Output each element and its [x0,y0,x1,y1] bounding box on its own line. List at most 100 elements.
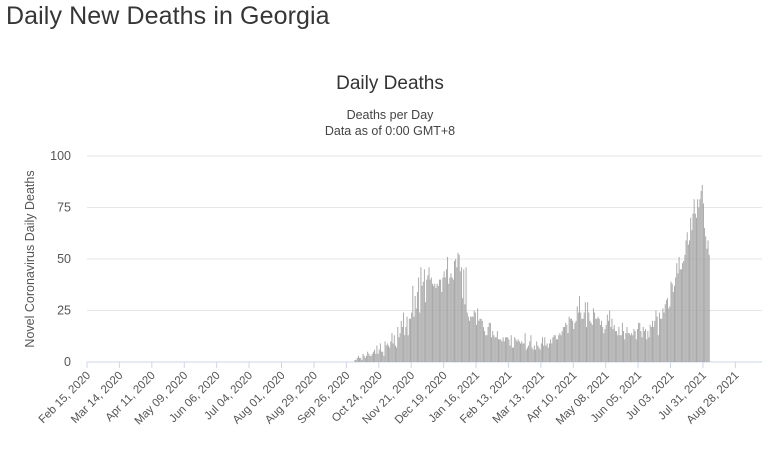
bar[interactable] [553,335,555,362]
bar[interactable] [406,316,408,362]
bar[interactable] [683,261,685,362]
bar[interactable] [495,337,497,362]
bar[interactable] [370,355,372,362]
bar[interactable] [513,347,515,362]
bar[interactable] [589,320,591,362]
bar[interactable] [364,357,366,362]
bar[interactable] [357,355,359,362]
bar[interactable] [706,248,708,362]
bar[interactable] [506,337,508,362]
bar[interactable] [646,339,648,362]
bar[interactable] [648,337,650,362]
bar[interactable] [523,343,525,362]
bar[interactable] [660,318,662,362]
bar[interactable] [444,277,446,362]
bar[interactable] [423,269,425,362]
bar[interactable] [559,333,561,362]
bar[interactable] [384,341,386,362]
bar[interactable] [419,312,421,362]
bar[interactable] [632,335,634,362]
bar[interactable] [379,343,381,362]
bar[interactable] [528,345,530,362]
bar[interactable] [432,283,433,362]
bar[interactable] [458,254,460,362]
bar[interactable] [619,335,621,362]
bar[interactable] [697,199,699,362]
bar[interactable] [485,335,487,362]
bar[interactable] [382,351,384,362]
bar[interactable] [679,269,681,362]
bar[interactable] [465,267,467,362]
bar[interactable] [642,326,644,362]
bar[interactable] [634,331,636,362]
bar[interactable] [686,232,688,362]
bar[interactable] [422,281,424,362]
bar[interactable] [616,331,618,362]
bar[interactable] [620,335,622,362]
bar[interactable] [449,277,451,362]
bar[interactable] [376,345,378,362]
bar[interactable] [514,337,516,362]
bar[interactable] [413,316,415,362]
bar[interactable] [650,326,652,362]
bar[interactable] [575,320,577,362]
bar[interactable] [443,271,445,362]
bar[interactable] [471,316,473,362]
bar[interactable] [590,322,592,362]
bar[interactable] [366,355,367,362]
bar[interactable] [543,345,545,362]
bar[interactable] [538,347,540,362]
bar[interactable] [472,316,474,362]
bar[interactable] [582,318,584,362]
bar[interactable] [454,261,455,362]
bar[interactable] [547,347,549,362]
bar[interactable] [435,287,437,362]
bar[interactable] [669,306,671,362]
bar[interactable] [524,333,526,362]
bar[interactable] [451,277,453,362]
bar[interactable] [699,199,701,362]
bar[interactable] [550,339,552,362]
bar[interactable] [452,279,454,362]
bar[interactable] [438,279,440,362]
bar[interactable] [576,306,578,362]
bar[interactable] [535,349,537,362]
bar[interactable] [678,256,680,362]
bar[interactable] [558,335,560,362]
bar[interactable] [668,308,670,362]
bar[interactable] [586,326,587,362]
bar[interactable] [507,337,509,362]
bar[interactable] [557,339,559,362]
bar[interactable] [363,355,365,362]
bar[interactable] [372,351,374,362]
bar[interactable] [640,331,642,362]
bar[interactable] [488,322,490,362]
bar[interactable] [437,285,439,362]
bar[interactable] [408,318,410,362]
bar[interactable] [493,335,495,362]
bar[interactable] [588,312,590,362]
bar[interactable] [603,333,605,362]
bar[interactable] [627,333,629,362]
bar[interactable] [684,254,686,362]
bar[interactable] [368,353,370,362]
bar[interactable] [635,339,637,362]
bar[interactable] [375,353,377,362]
bar[interactable] [399,333,401,362]
bar[interactable] [479,318,481,362]
bar[interactable] [707,240,709,362]
bar[interactable] [415,308,417,362]
bar[interactable] [393,335,395,362]
bar[interactable] [694,213,696,362]
bar[interactable] [610,326,612,362]
bar[interactable] [508,339,510,362]
bar[interactable] [689,240,691,362]
bar[interactable] [498,339,499,362]
bar[interactable] [489,322,491,362]
bar[interactable] [548,343,550,362]
bar[interactable] [580,312,582,362]
bar[interactable] [401,326,403,362]
bar[interactable] [491,337,493,362]
bar[interactable] [599,324,601,362]
bar[interactable] [685,240,687,362]
